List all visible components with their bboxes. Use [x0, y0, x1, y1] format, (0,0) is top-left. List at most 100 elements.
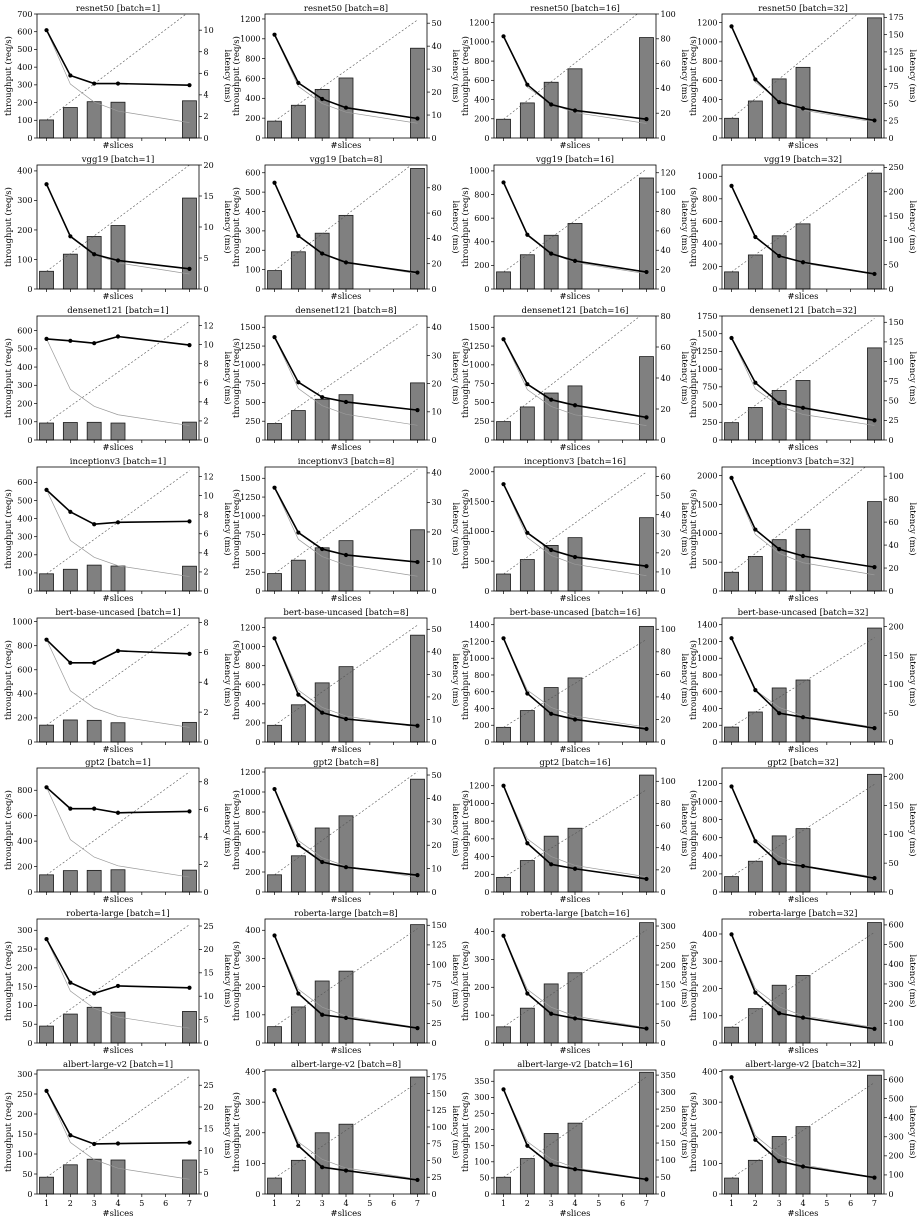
- throughput-bar: [290, 251, 306, 290]
- throughput-bar: [724, 1177, 739, 1195]
- y-tick-label: 0: [255, 134, 260, 143]
- latency-point: [753, 380, 758, 385]
- y2-tick-label: 60: [661, 227, 671, 236]
- y-tick-label: 0: [712, 587, 717, 596]
- y2-tick-label: 10: [432, 408, 442, 417]
- throughput-bar: [62, 422, 78, 441]
- y-tick-label: 500: [245, 188, 260, 197]
- y2-tick-label: 20: [661, 405, 671, 414]
- y2-tick-label: 100: [432, 1123, 447, 1132]
- y2-tick-label: 40: [432, 648, 442, 657]
- y2-tick-label: 100: [661, 777, 676, 786]
- y-tick-label: 1000: [469, 361, 489, 370]
- y-tick-label: 1000: [697, 38, 717, 47]
- latency-point: [644, 1026, 649, 1031]
- y2-axis-label: latency (ms): [450, 653, 461, 706]
- chart-panel: roberta-large [batch=32] 0 100 200 300 400 0 10…: [688, 909, 918, 1056]
- throughput-bar: [795, 975, 811, 1044]
- y-tick-label: 200: [245, 1129, 260, 1138]
- y2-tick-label: 125: [432, 1106, 447, 1115]
- y-tick-label: 100: [17, 418, 32, 427]
- ideal-throughput-line: [46, 1076, 190, 1178]
- throughput-bar: [543, 234, 559, 290]
- y2-tick-label: 150: [432, 921, 447, 930]
- y-tick-label: 0: [712, 436, 717, 445]
- y-tick-label: 1000: [697, 365, 717, 374]
- throughput-bar: [867, 627, 882, 743]
- y2-tick-label: 30: [432, 670, 442, 679]
- chart-panel: vgg19 [batch=8] 0 100 200 300 400 500 600 0 20 40 6…: [231, 155, 461, 302]
- latency-point: [320, 859, 325, 865]
- chart-title: vgg19 [batch=8]: [309, 155, 383, 165]
- y2-tick-label: 6: [204, 530, 209, 539]
- y-tick-label: 100: [17, 255, 32, 264]
- latency-point: [296, 843, 301, 848]
- ideal-latency-line: [731, 934, 875, 1028]
- ideal-latency-line: [46, 338, 190, 426]
- x-axis-label: #slices: [787, 1046, 818, 1056]
- y2-axis-label: latency (ms): [222, 351, 233, 404]
- ideal-latency-line: [731, 337, 875, 426]
- y-axis-label: throughput (req/s): [460, 338, 471, 418]
- latency-point: [549, 711, 554, 716]
- y-tick-label: 1000: [240, 361, 260, 370]
- throughput-bar: [496, 876, 511, 893]
- y2-tick-label: 10: [432, 557, 442, 566]
- y2-tick-label: 25: [204, 1081, 214, 1090]
- throughput-bar: [771, 235, 787, 290]
- y2-tick-label: 150: [889, 651, 904, 660]
- y-tick-label: 500: [17, 45, 32, 54]
- chart-title: roberta-large [batch=8]: [294, 909, 397, 919]
- throughput-bar: [567, 827, 583, 893]
- chart-title: densenet121 [batch=1]: [67, 306, 169, 316]
- y-tick-label: 0: [484, 285, 489, 294]
- latency-point: [777, 711, 782, 716]
- y-tick-label: 800: [702, 195, 717, 204]
- latency-point: [644, 564, 649, 569]
- y-tick-label: 400: [245, 207, 260, 216]
- throughput-bar: [519, 710, 535, 743]
- chart-title: gpt2 [batch=1]: [85, 758, 151, 768]
- latency-point: [415, 559, 420, 565]
- latency-point: [44, 336, 49, 341]
- y2-tick-label: 150: [889, 212, 904, 221]
- chart-panel: vgg19 [batch=16] 0 200 400 600 800 1000 0 20 40 60…: [460, 155, 690, 302]
- y2-tick-label: 250: [889, 163, 904, 172]
- y-tick-label: 0: [712, 285, 717, 294]
- throughput-bar: [567, 68, 583, 139]
- latency-point: [44, 637, 49, 642]
- latency-point: [272, 180, 277, 185]
- throughput-bar: [567, 223, 583, 290]
- latency-point: [549, 397, 554, 402]
- y-tick-label: 200: [702, 262, 717, 271]
- y2-tick-label: 100: [661, 1156, 676, 1165]
- y2-tick-label: 150: [661, 1139, 676, 1148]
- chart-title: densenet121 [batch=8]: [295, 306, 397, 316]
- y2-tick-label: 25: [432, 1173, 442, 1182]
- y-tick-label: 400: [245, 1067, 260, 1076]
- y-tick-label: 750: [245, 379, 260, 388]
- y2-tick-label: 0: [204, 888, 209, 897]
- y2-tick-label: 50: [661, 1173, 671, 1182]
- y2-tick-label: 20: [661, 109, 671, 118]
- x-axis-label: #slices: [102, 745, 133, 755]
- y2-tick-label: 200: [889, 999, 904, 1008]
- x-tick-label: 6: [163, 1199, 168, 1208]
- throughput-bar: [110, 869, 126, 893]
- latency-point: [525, 691, 530, 696]
- throughput-bar: [110, 722, 126, 743]
- chart-panel: roberta-large [batch=8] 0 100 200 300 400 0 25 5…: [231, 909, 461, 1056]
- y2-tick-label: 75: [432, 1140, 442, 1149]
- chart-panel: albert-large-v2 [batch=1]050100150200250…: [3, 1060, 233, 1219]
- y2-tick-label: 200: [661, 1122, 676, 1131]
- y-tick-label: 1200: [469, 637, 489, 646]
- throughput-bar: [110, 225, 126, 290]
- y2-tick-label: 100: [432, 960, 447, 969]
- y-axis-label: throughput (req/s): [460, 489, 471, 569]
- y2-tick-label: 400: [889, 960, 904, 969]
- y2-tick-label: 10: [661, 568, 671, 577]
- y2-tick-label: 40: [432, 469, 442, 478]
- x-axis-label: #slices: [330, 895, 361, 905]
- throughput-bar: [338, 970, 354, 1044]
- y-tick-label: 250: [245, 417, 260, 426]
